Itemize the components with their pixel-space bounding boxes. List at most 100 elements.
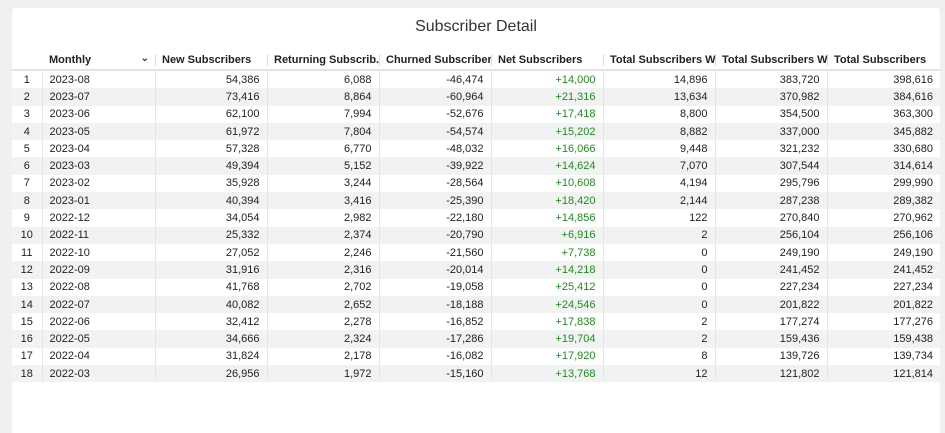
cell-monthly: 2022-08 <box>41 278 155 296</box>
cell-net-subscribers: +21,316 <box>490 88 603 106</box>
column-separator[interactable] <box>267 54 268 66</box>
table-row[interactable]: 18 2022-03 26,956 1,972 -15,160 +13,768 12 121,… <box>12 365 940 383</box>
column-header-label: Total Subscribers W... <box>722 54 827 66</box>
cell-net-subscribers: +13,768 <box>490 365 603 383</box>
cell-total-subscribers-w2: 227,234 <box>714 278 827 296</box>
cell-row-index: 18 <box>12 365 42 383</box>
cell-total-subscribers-w2: 321,232 <box>714 140 827 158</box>
cell-new-subscribers: 57,328 <box>154 140 267 158</box>
cell-total-subscribers: 289,382 <box>826 192 940 210</box>
cell-monthly: 2023-05 <box>41 122 155 141</box>
cell-monthly: 2022-07 <box>41 295 155 314</box>
cell-monthly: 2023-01 <box>41 192 155 210</box>
column-header-net-subscribers[interactable]: Net Subscribers <box>491 51 603 71</box>
cell-net-subscribers: +14,856 <box>490 209 603 227</box>
table-row[interactable]: 8 2023-01 40,394 3,416 -25,390 +18,420 2,144 28… <box>12 192 940 210</box>
cell-total-subscribers-w1: 8,800 <box>602 105 715 123</box>
cell-returning-subscribers: 3,416 <box>266 192 379 210</box>
column-header-label: Monthly <box>49 54 92 66</box>
column-header-label: Churned Subscribers <box>386 54 491 66</box>
cell-monthly: 2023-08 <box>41 70 155 89</box>
cell-total-subscribers-w2: 354,500 <box>714 105 827 123</box>
column-header-churned-subscribers[interactable]: Churned Subscribers <box>379 51 491 71</box>
cell-net-subscribers: +15,202 <box>490 122 603 141</box>
cell-net-subscribers: +19,704 <box>490 330 603 348</box>
table-row[interactable]: 14 2022-07 40,082 2,652 -18,188 +24,546 0 201,8… <box>12 295 940 314</box>
table-row[interactable]: 13 2022-08 41,768 2,702 -19,058 +25,412 0 227,2… <box>12 278 940 296</box>
cell-new-subscribers: 34,666 <box>154 330 267 348</box>
cell-row-index: 8 <box>12 192 42 210</box>
cell-new-subscribers: 35,928 <box>154 174 267 193</box>
cell-monthly: 2022-03 <box>41 365 155 383</box>
chevron-down-icon[interactable]: ⌄ <box>140 53 149 64</box>
column-header-returning-subscribers[interactable]: Returning Subscrib... <box>267 51 379 71</box>
cell-new-subscribers: 34,054 <box>154 209 267 227</box>
table-row[interactable]: 4 2023-05 61,972 7,804 -54,574 +15,202 8,882 33… <box>12 122 940 141</box>
column-separator[interactable] <box>603 54 604 66</box>
cell-total-subscribers-w1: 4,194 <box>602 174 715 193</box>
table-row[interactable]: 10 2022-11 25,332 2,374 -20,790 +6,916 2 256,10… <box>12 226 940 244</box>
column-separator[interactable] <box>379 54 380 66</box>
cell-returning-subscribers: 5,152 <box>266 157 379 175</box>
subscriber-table: Monthly ⌄ New Subscribers Returning Subscri… <box>12 51 940 383</box>
cell-total-subscribers: 314,614 <box>826 157 940 175</box>
cell-returning-subscribers: 2,702 <box>266 278 379 296</box>
table-row[interactable]: 7 2023-02 35,928 3,244 -28,564 +10,608 4,194 29… <box>12 174 940 193</box>
column-header-total-subscribers[interactable]: Total Subscribers <box>827 51 940 71</box>
cell-row-index: 6 <box>12 157 42 175</box>
table-row[interactable]: 15 2022-06 32,412 2,278 -16,852 +17,838 2 177,2… <box>12 313 940 331</box>
column-header-monthly[interactable]: Monthly ⌄ <box>42 51 155 71</box>
cell-total-subscribers-w2: 270,840 <box>714 209 827 227</box>
table-row[interactable]: 16 2022-05 34,666 2,324 -17,286 +19,704 2 159,4… <box>12 330 940 348</box>
cell-churned-subscribers: -16,082 <box>378 347 491 366</box>
cell-row-index: 9 <box>23 212 30 225</box>
cell-churned-subscribers: -54,574 <box>378 122 491 141</box>
table-row[interactable]: 2 2023-07 73,416 8,864 -60,964 +21,316 13,634 3… <box>12 88 940 106</box>
column-separator[interactable] <box>715 54 716 66</box>
cell-net-subscribers: +17,838 <box>490 313 603 331</box>
cell-total-subscribers-w2: 139,726 <box>714 347 827 366</box>
cell-returning-subscribers: 2,374 <box>266 226 379 244</box>
table-row[interactable]: 1 2023-08 54,386 6,088 -46,474 +14,000 14,896 3… <box>12 70 940 89</box>
cell-new-subscribers: 31,916 <box>154 261 267 279</box>
cell-monthly: 2022-12 <box>41 209 155 227</box>
cell-churned-subscribers: -19,058 <box>378 278 491 296</box>
column-header-new-subscribers[interactable]: New Subscribers <box>155 51 267 71</box>
cell-total-subscribers: 177,276 <box>826 313 940 331</box>
cell-total-subscribers-w1: 13,634 <box>602 88 715 106</box>
cell-churned-subscribers: -17,286 <box>378 330 491 348</box>
cell-churned-subscribers: -52,676 <box>378 105 491 123</box>
cell-row-index: 13 <box>20 281 33 294</box>
table-row[interactable]: 12 2022-09 31,916 2,316 -20,014 +14,218 0 241,4… <box>12 261 940 279</box>
cell-new-subscribers: 32,412 <box>154 313 267 331</box>
cell-churned-subscribers: -20,790 <box>378 226 491 244</box>
column-separator[interactable] <box>827 54 828 66</box>
cell-total-subscribers-w2: 370,982 <box>714 88 827 106</box>
table-row[interactable]: 11 2022-10 27,052 2,246 -21,560 +7,738 0 249,19… <box>12 243 940 262</box>
cell-churned-subscribers: -18,188 <box>378 295 491 314</box>
cell-net-subscribers: +14,218 <box>490 261 603 279</box>
table-row[interactable]: 9 2022-12 34,054 2,982 -22,180 +14,856 122 270,… <box>12 209 940 227</box>
column-header-total-subscribers-w2[interactable]: Total Subscribers W... <box>715 51 827 71</box>
cell-total-subscribers-w2: 295,796 <box>714 174 827 193</box>
cell-total-subscribers-w1: 12 <box>602 365 715 383</box>
cell-churned-subscribers: -25,390 <box>378 192 491 210</box>
cell-churned-subscribers: -60,964 <box>378 88 491 106</box>
table-row[interactable]: 3 2023-06 62,100 7,994 -52,676 +17,418 8,800 35… <box>12 105 940 123</box>
column-header-label: Total Subscribers <box>834 54 927 66</box>
column-header-label: Total Subscribers W... <box>610 54 715 66</box>
cell-monthly: 2022-05 <box>41 330 155 348</box>
column-header-total-subscribers-w1[interactable]: Total Subscribers W... <box>603 51 715 71</box>
cell-monthly: 2022-04 <box>41 347 155 366</box>
cell-returning-subscribers: 2,316 <box>266 261 379 279</box>
cell-total-subscribers-w1: 8 <box>602 347 715 366</box>
table-row[interactable]: 5 2023-04 57,328 6,770 -48,032 +16,066 9,448 32… <box>12 140 940 158</box>
cell-net-subscribers: +24,546 <box>490 295 603 314</box>
cell-row-index: 14 <box>12 295 42 314</box>
table-row[interactable]: 17 2022-04 31,824 2,178 -16,082 +17,920 8 139,7… <box>12 347 940 366</box>
table-row[interactable]: 6 2023-03 49,394 5,152 -39,922 +14,624 7,070 30… <box>12 157 940 175</box>
cell-total-subscribers-w1: 0 <box>602 278 715 296</box>
column-separator[interactable] <box>491 54 492 66</box>
column-separator[interactable] <box>155 54 156 66</box>
cell-net-subscribers: +17,418 <box>490 105 603 123</box>
